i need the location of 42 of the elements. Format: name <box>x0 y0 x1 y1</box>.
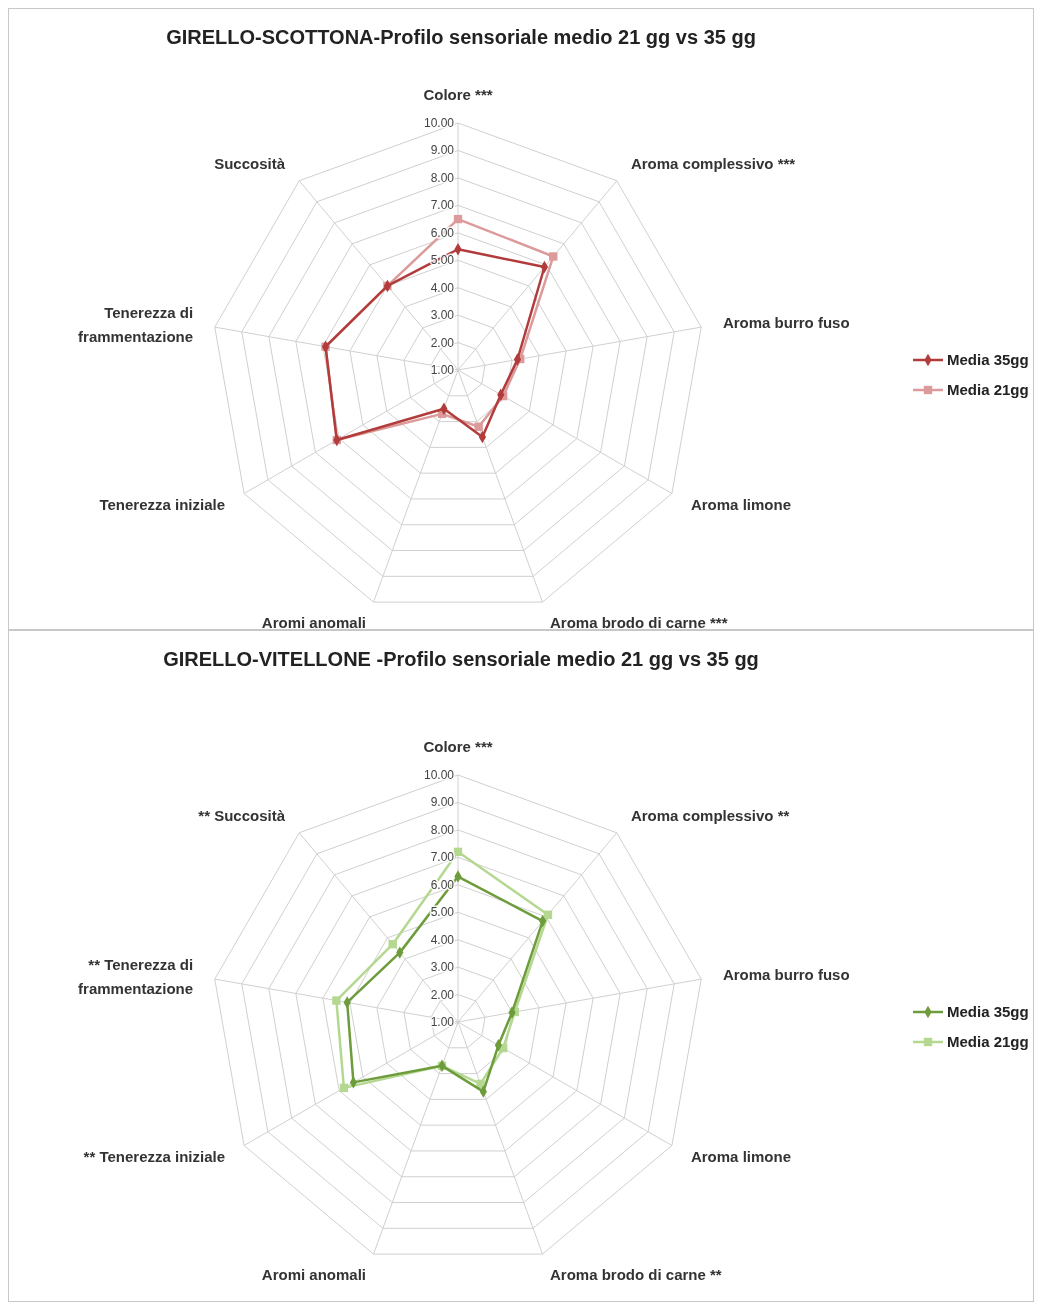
y-tick-label: 5.00 <box>430 905 455 920</box>
legend-label: Media 35gg <box>947 351 1029 368</box>
legend-label: Media 35gg <box>947 1003 1029 1020</box>
y-tick-label: 1.00 <box>430 363 455 377</box>
spoke-label: Aroma burro fuso <box>722 966 850 984</box>
y-tick-label: 10.00 <box>423 116 455 130</box>
spoke-label: Tenerezza iniziale <box>99 495 226 513</box>
spoke-label: Aroma limone <box>690 495 791 513</box>
y-tick-label: 2.00 <box>430 987 455 1002</box>
spoke-label: Aroma brodo di carne *** <box>550 613 728 631</box>
spoke-label: Colore *** <box>423 738 493 755</box>
chart-title: GIRELLO-SCOTTONA-Profilo sensoriale medio 21 gg vs 35 gg <box>166 26 756 48</box>
y-tick-label: 2.00 <box>430 335 455 350</box>
y-tick-label: 6.00 <box>430 225 455 240</box>
y-tick-label: 8.00 <box>430 170 455 185</box>
y-tick-label: 3.00 <box>430 960 455 975</box>
y-tick-label: 4.00 <box>430 932 455 947</box>
spoke-label: ** Tenerezza iniziale <box>83 1147 226 1165</box>
spoke-label: ** Tenerezza di frammentazione <box>78 956 194 998</box>
y-tick-label: 1.00 <box>430 1015 455 1029</box>
spoke-label: Succosità <box>214 154 286 172</box>
spoke-label: Aromi anomali <box>261 1265 366 1283</box>
spoke-label: Aroma brodo di carne ** <box>550 1265 722 1283</box>
legend-label: Media 21gg <box>947 1033 1029 1050</box>
spoke-label: Colore *** <box>423 86 493 103</box>
spoke-label: Tenerezza di frammentazione <box>78 304 194 346</box>
y-tick-label: 9.00 <box>430 143 455 158</box>
y-tick-label: 3.00 <box>430 308 455 323</box>
spoke-label: Aroma burro fuso <box>722 314 850 332</box>
spoke-label: Aroma limone <box>690 1147 791 1165</box>
spoke-label: Aroma complessivo ** <box>630 806 790 824</box>
spoke-label: Aroma complessivo *** <box>630 154 796 172</box>
y-tick-label: 7.00 <box>430 850 455 865</box>
chart-title: GIRELLO-VITELLONE -Profilo sensoriale medio 21 gg vs 35 gg <box>163 648 759 670</box>
y-tick-label: 8.00 <box>430 822 455 837</box>
spoke-label: ** Succosità <box>198 806 286 824</box>
y-tick-label: 7.00 <box>430 198 455 213</box>
spoke-label: Aromi anomali <box>261 613 366 631</box>
y-tick-label: 4.00 <box>430 280 455 295</box>
legend-label: Media 21gg <box>947 381 1029 398</box>
y-tick-label: 10.00 <box>423 768 455 782</box>
y-tick-label: 9.00 <box>430 795 455 810</box>
